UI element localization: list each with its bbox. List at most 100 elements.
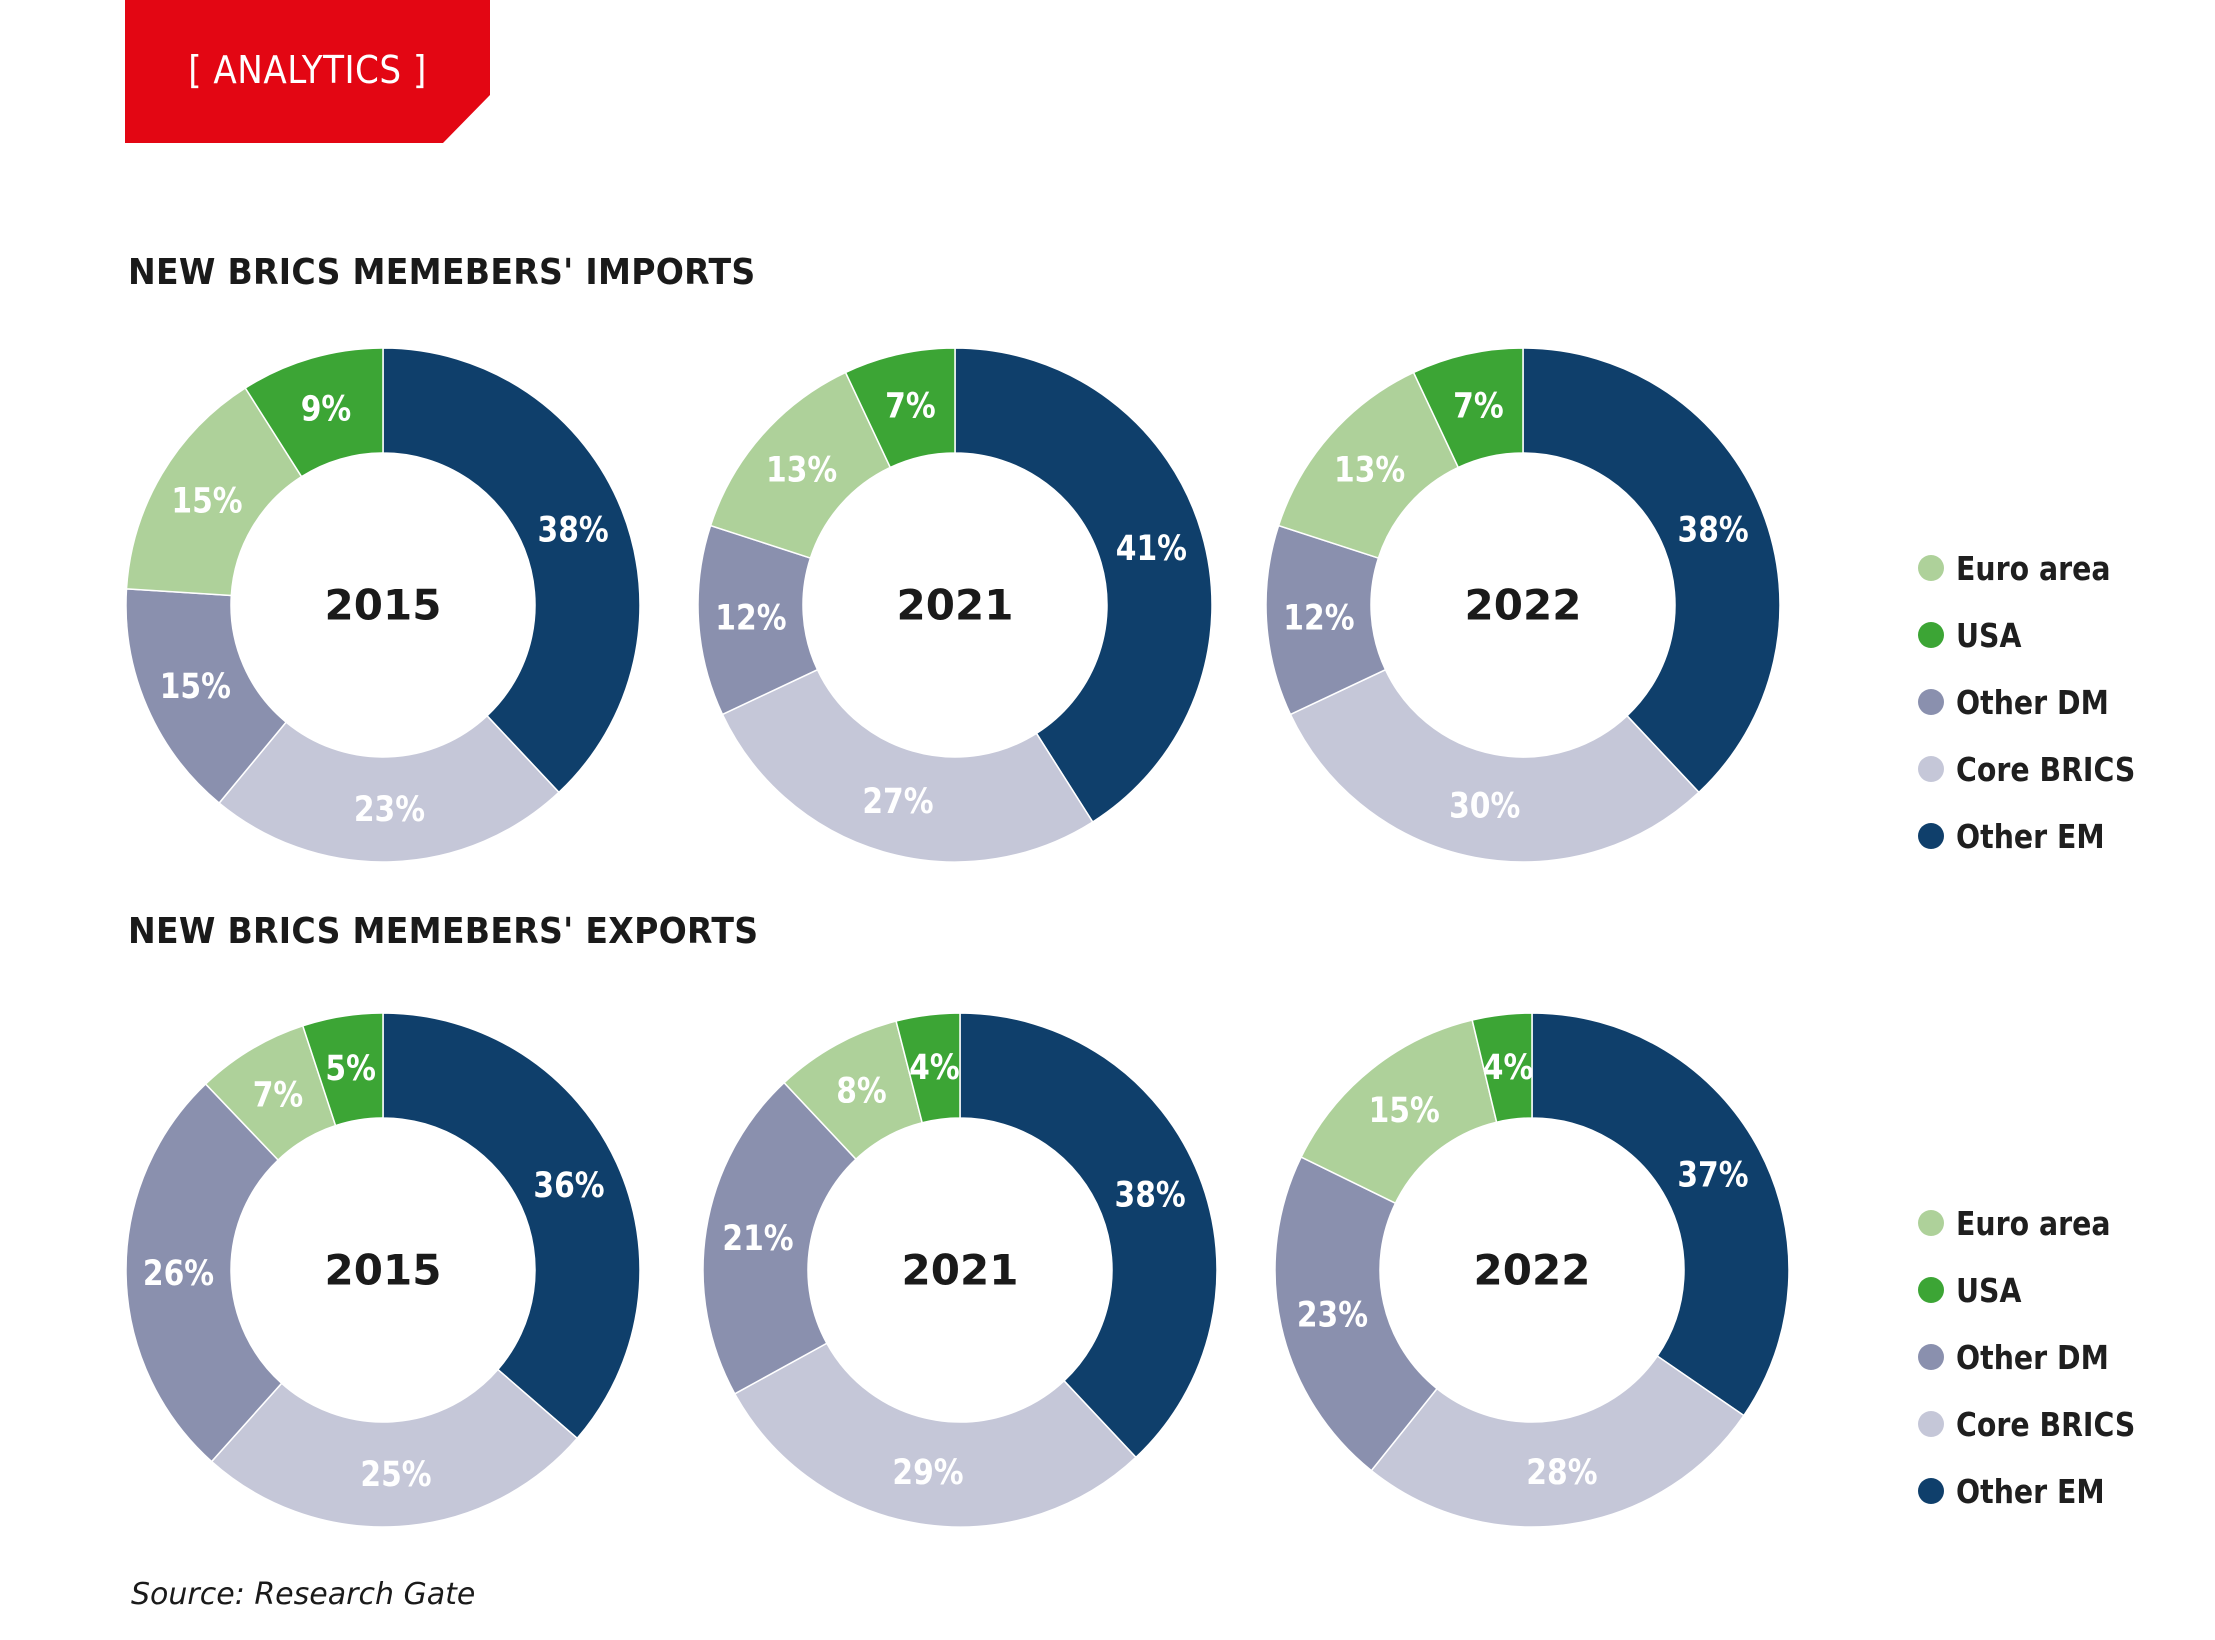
slice-other-dm — [1274, 1156, 1439, 1472]
legend-label: Core BRICS — [1956, 1404, 2136, 1444]
slice-other-em — [959, 1012, 1218, 1459]
slice-core-brics — [210, 1368, 579, 1528]
data-label-usa: 4% — [909, 1047, 959, 1088]
legend-label: Core BRICS — [1956, 749, 2136, 789]
legend-swatch — [1918, 756, 1944, 782]
data-label-core-brics: 25% — [360, 1454, 431, 1495]
slice-usa — [1412, 347, 1524, 469]
data-label-core-brics: 27% — [862, 781, 933, 822]
analytics-tag-background — [125, 0, 490, 143]
slice-other-em — [382, 1012, 641, 1440]
exports-section-title: NEW BRICS MEMEBERS' EXPORTS — [128, 911, 759, 952]
legend-item-other-em: Other EM — [1918, 1471, 2129, 1511]
data-label-other-dm: 12% — [1283, 597, 1354, 638]
analytics-tag-label: [ ANALYTICS ] — [188, 48, 427, 92]
data-label-usa: 9% — [301, 388, 351, 429]
legend-label: Other DM — [1956, 682, 2109, 722]
slice-other-dm — [125, 588, 288, 805]
data-label-other-dm: 23% — [1297, 1294, 1368, 1335]
slice-other-dm — [125, 1082, 283, 1463]
slice-core-brics — [218, 714, 560, 863]
legend-item-euro-area: Euro area — [1918, 1203, 2136, 1243]
data-label-core-brics: 29% — [892, 1452, 963, 1493]
donut-center-year: 2022 — [1465, 581, 1582, 630]
legend-item-other-dm: Other DM — [1918, 682, 2134, 722]
data-label-usa: 4% — [1483, 1046, 1533, 1087]
legend-label: Other DM — [1956, 1337, 2109, 1377]
data-label-usa: 5% — [325, 1048, 375, 1089]
legend-item-usa: USA — [1918, 1270, 2032, 1310]
exports-donut-2022: 37% 28% 23% 15% 4% 2022 — [1274, 1012, 1790, 1528]
data-label-other-dm: 15% — [160, 666, 231, 707]
data-label-other-dm: 21% — [722, 1218, 793, 1259]
data-label-euro-area: 8% — [836, 1070, 886, 1111]
data-label-euro-area: 13% — [1334, 449, 1405, 490]
donut-center-year: 2015 — [325, 1246, 442, 1295]
legend-item-euro-area: Euro area — [1918, 548, 2136, 588]
imports-section-title: NEW BRICS MEMEBERS' IMPORTS — [128, 252, 756, 293]
data-label-other-em: 36% — [533, 1165, 604, 1206]
data-label-euro-area: 13% — [766, 449, 837, 490]
slice-core-brics — [1370, 1355, 1745, 1528]
slice-usa — [1471, 1012, 1533, 1124]
source-note: Source: Research Gate — [131, 1577, 476, 1612]
legend-label: Other EM — [1956, 1471, 2105, 1511]
data-label-other-dm: 26% — [143, 1253, 214, 1294]
slice-other-em — [382, 347, 641, 794]
data-label-core-brics: 28% — [1526, 1452, 1597, 1493]
slice-core-brics — [1289, 668, 1700, 863]
data-label-usa: 7% — [885, 385, 935, 426]
data-label-core-brics: 23% — [354, 789, 425, 830]
legend-swatch — [1918, 555, 1944, 581]
legend-swatch — [1918, 823, 1944, 849]
legend-label: Euro area — [1956, 1203, 2111, 1243]
data-label-other-em: 38% — [1115, 1174, 1186, 1215]
slice-other-em — [954, 347, 1213, 824]
slice-usa — [301, 1012, 384, 1127]
legend-swatch — [1918, 1210, 1944, 1236]
donut-center-year: 2015 — [325, 581, 442, 630]
slice-euro-area — [125, 386, 303, 597]
slice-other-em — [1522, 347, 1781, 794]
imports-donut-2021: 41% 27% 12% 13% 7% 2021 — [697, 347, 1213, 863]
slice-usa — [244, 347, 384, 478]
data-label-other-em: 38% — [1678, 509, 1749, 550]
legend-item-usa: USA — [1918, 615, 2032, 655]
slice-usa — [895, 1012, 961, 1124]
slice-other-em — [1531, 1012, 1790, 1417]
donut-center-year: 2022 — [1474, 1246, 1591, 1295]
data-label-euro-area: 15% — [171, 480, 242, 521]
exports-donut-2015: 36% 25% 26% 7% 5% 2015 — [125, 1012, 641, 1528]
legend-swatch — [1918, 1277, 1944, 1303]
legend-item-other-em: Other EM — [1918, 816, 2129, 856]
imports-donut-2022: 38% 30% 12% 13% 7% 2022 — [1265, 347, 1781, 863]
legend-swatch — [1918, 1411, 1944, 1437]
data-label-other-em: 38% — [538, 509, 609, 550]
legend-label: USA — [1956, 1270, 2022, 1310]
legend-item-core-brics: Core BRICS — [1918, 1404, 2164, 1444]
slice-core-brics — [733, 1342, 1137, 1528]
legend-label: USA — [1956, 615, 2022, 655]
legend-label: Other EM — [1956, 816, 2105, 856]
data-label-usa: 7% — [1453, 385, 1503, 426]
imports-donut-2015: 38% 23% 15% 15% 9% 2015 — [125, 347, 641, 863]
slice-other-dm — [702, 1081, 858, 1395]
data-label-core-brics: 30% — [1449, 785, 1520, 826]
legend-swatch — [1918, 689, 1944, 715]
data-label-other-em: 37% — [1677, 1154, 1748, 1195]
analytics-tag: [ ANALYTICS ] — [125, 0, 490, 143]
legend-swatch — [1918, 1478, 1944, 1504]
data-label-euro-area: 7% — [253, 1074, 303, 1115]
slice-core-brics — [721, 668, 1094, 863]
slice-usa — [844, 347, 956, 469]
exports-donut-2021: 38% 29% 21% 8% 4% 2021 — [702, 1012, 1218, 1528]
data-label-euro-area: 15% — [1369, 1090, 1440, 1131]
donut-center-year: 2021 — [902, 1246, 1019, 1295]
legend-swatch — [1918, 1344, 1944, 1370]
legend-item-core-brics: Core BRICS — [1918, 749, 2164, 789]
data-label-other-em: 41% — [1116, 527, 1187, 568]
data-label-other-dm: 12% — [715, 597, 786, 638]
legend-label: Euro area — [1956, 548, 2111, 588]
legend-swatch — [1918, 622, 1944, 648]
